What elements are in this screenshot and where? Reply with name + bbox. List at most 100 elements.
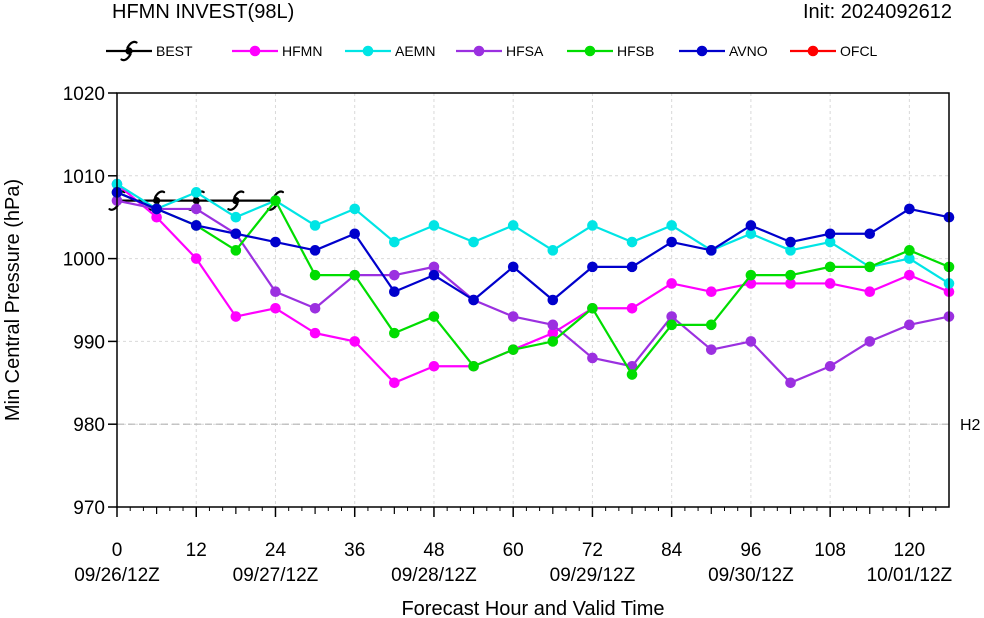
data-point — [547, 319, 559, 331]
legend-item-hfsa: HFSA — [456, 43, 544, 59]
data-point — [745, 278, 757, 289]
legend-label: HFMN — [282, 43, 322, 59]
plot-frame — [116, 92, 950, 508]
hurricane-marker-arm — [154, 190, 166, 199]
data-point — [904, 253, 915, 264]
data-point — [824, 236, 836, 248]
data-point — [309, 220, 321, 231]
data-point — [389, 269, 400, 281]
series-hfmn — [111, 178, 955, 389]
y-tick-label: 970 — [73, 498, 105, 519]
data-point — [745, 220, 757, 231]
data-point — [904, 319, 915, 331]
data-point — [389, 327, 400, 339]
data-point — [666, 236, 677, 248]
data-point — [587, 352, 598, 364]
legend-label: HFSB — [617, 43, 654, 59]
data-point — [270, 302, 281, 314]
series-layer — [108, 178, 955, 389]
data-point — [230, 228, 242, 240]
y-tick-label: 990 — [73, 332, 105, 353]
data-point — [507, 344, 519, 355]
x-tick-label: 36 — [344, 540, 365, 561]
valid-time-label: 09/28/12Z — [391, 565, 477, 586]
data-point — [230, 245, 242, 256]
hurricane-marker-arm — [126, 40, 138, 49]
y-tick-label: 980 — [73, 415, 105, 436]
series-avno — [111, 187, 955, 306]
legend-label: AVNO — [729, 43, 768, 59]
valid-time-label: 10/01/12Z — [867, 565, 953, 586]
data-point — [389, 286, 400, 298]
series-line — [116, 183, 950, 384]
data-point — [190, 220, 202, 231]
data-point — [547, 336, 559, 347]
data-point — [151, 211, 162, 223]
data-point — [270, 236, 281, 248]
legend-marker — [473, 45, 485, 57]
series-hfsa — [111, 195, 955, 389]
data-point — [705, 344, 717, 355]
data-point — [309, 302, 321, 314]
data-point — [864, 336, 876, 347]
data-point — [785, 269, 796, 281]
data-point — [547, 327, 559, 339]
legend-item-hfmn: HFMN — [232, 43, 322, 59]
data-point — [468, 236, 479, 248]
hurricane-marker-eye — [232, 197, 240, 205]
data-point — [190, 253, 202, 264]
legend-label: AEMN — [395, 43, 435, 59]
data-point — [587, 261, 598, 273]
y-tick-label: 1010 — [63, 167, 105, 188]
data-point — [270, 286, 281, 298]
hurricane-marker — [227, 190, 245, 211]
data-point — [785, 245, 796, 256]
data-point — [349, 269, 361, 281]
legend-marker — [362, 45, 374, 57]
hurricane-marker-arm — [233, 190, 245, 199]
data-point — [190, 203, 202, 215]
data-point — [428, 360, 440, 372]
data-point — [745, 228, 757, 240]
data-point — [864, 261, 876, 273]
data-point — [785, 377, 796, 389]
hurricane-marker-eye — [153, 197, 161, 205]
data-point — [349, 228, 361, 240]
data-point — [904, 269, 915, 281]
x-tick-label: 96 — [740, 540, 761, 561]
legend-label: BEST — [156, 43, 193, 59]
data-point — [666, 220, 677, 231]
valid-time-label: 09/30/12Z — [708, 565, 794, 586]
data-point — [349, 336, 361, 347]
data-point — [745, 336, 757, 347]
legend-item-best: BEST — [106, 40, 193, 62]
x-tick-label: 120 — [894, 540, 926, 561]
data-point — [587, 220, 598, 231]
reference-line-label: H2 — [960, 417, 981, 434]
data-point — [666, 311, 677, 322]
data-point — [428, 220, 440, 231]
series-line — [116, 183, 950, 285]
data-point — [626, 236, 638, 248]
data-point — [428, 261, 440, 273]
legend-marker — [696, 45, 708, 57]
legend-label: OFCL — [840, 43, 878, 59]
legend-item-avno: AVNO — [679, 43, 768, 59]
data-point — [666, 278, 677, 289]
legend-label: HFSA — [506, 43, 544, 59]
legend-item-hfsb: HFSB — [567, 43, 654, 59]
data-point — [626, 369, 638, 380]
data-point — [904, 245, 915, 256]
data-point — [785, 236, 796, 248]
legend-item-aemn: AEMN — [345, 43, 435, 59]
data-point — [705, 286, 717, 298]
x-tick-label: 60 — [503, 540, 524, 561]
data-point — [507, 311, 519, 322]
data-point — [507, 261, 519, 273]
data-point — [428, 269, 440, 281]
data-point — [705, 319, 717, 331]
chart-legend: BEST HFMN AEMN HFSA HFSB AVNO OFCL — [106, 40, 878, 62]
data-point — [745, 269, 757, 281]
x-tick-label: 24 — [265, 540, 287, 561]
hurricane-marker-eye — [192, 197, 200, 205]
